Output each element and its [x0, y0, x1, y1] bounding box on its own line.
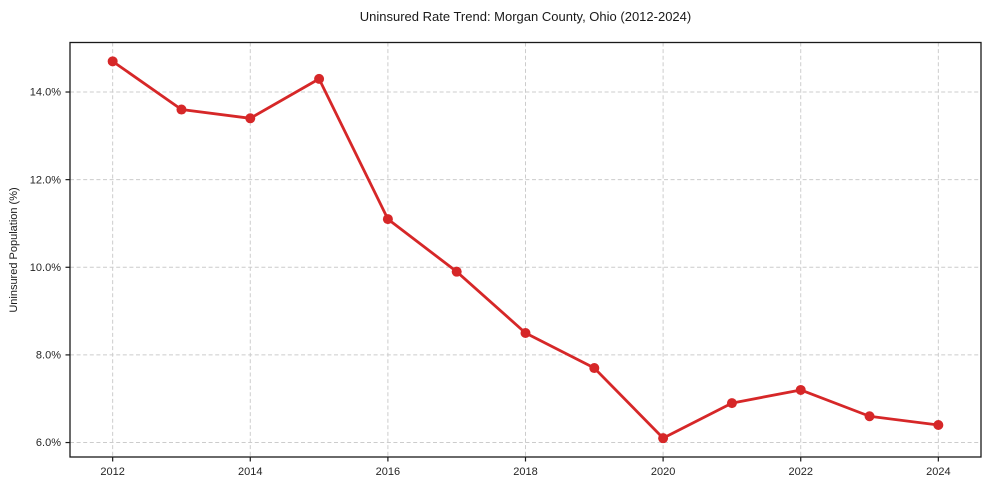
data-point-2024 — [933, 420, 944, 431]
x-tick-label: 2012 — [100, 466, 124, 478]
x-tick-label: 2022 — [788, 466, 812, 478]
data-point-2014 — [245, 113, 256, 124]
y-tick-label: 6.0% — [36, 437, 61, 449]
data-point-2023 — [864, 411, 875, 422]
data-point-2013 — [176, 104, 187, 115]
y-tick-label: 10.0% — [30, 262, 61, 274]
x-tick-label: 2018 — [513, 466, 537, 478]
y-tick-label: 12.0% — [30, 174, 61, 186]
data-point-2012 — [107, 56, 118, 67]
data-point-2021 — [726, 398, 737, 409]
y-tick-label: 8.0% — [36, 350, 61, 362]
data-point-2017 — [451, 266, 462, 277]
data-point-2016 — [382, 214, 393, 225]
x-tick-label: 2024 — [926, 466, 950, 478]
data-point-2022 — [795, 384, 806, 395]
x-tick-label: 2020 — [651, 466, 675, 478]
chart-title: Uninsured Rate Trend: Morgan County, Ohi… — [359, 9, 692, 24]
x-tick-label: 2016 — [376, 466, 400, 478]
data-point-2020 — [658, 433, 669, 444]
data-point-2018 — [520, 328, 531, 339]
y-tick-label: 14.0% — [30, 87, 61, 99]
x-tick-label: 2014 — [238, 466, 262, 478]
data-point-2019 — [589, 363, 600, 374]
data-point-2015 — [314, 73, 325, 84]
